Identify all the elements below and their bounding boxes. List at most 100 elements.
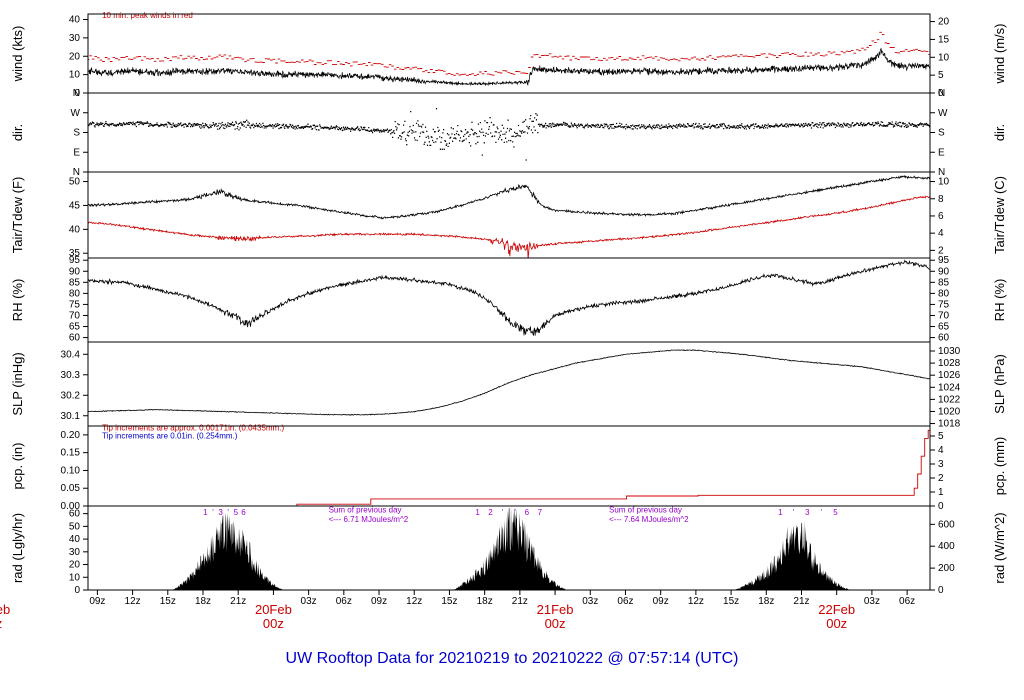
y-tick-label: 1022 [938, 394, 961, 405]
y-tick-label: 80 [69, 288, 81, 299]
annotation: Tip increments are 0.01in. (0.254mm.) [102, 431, 238, 440]
annotation: Sum of previous day [609, 505, 682, 514]
axis-label-left-slp: SLP (inHg) [10, 352, 25, 415]
date-label: 00z [0, 616, 2, 631]
y-tick-label: 20 [69, 560, 81, 571]
date-label: 00z [826, 616, 847, 631]
annotation: ' [793, 508, 795, 517]
y-tick-label: 200 [938, 563, 955, 574]
y-tick-label: 0 [938, 501, 944, 512]
y-tick-label: 15 [938, 34, 950, 45]
y-tick-label: 75 [938, 299, 950, 310]
axis-label-left-rad: rad (Lgly/hr) [10, 513, 25, 583]
y-tick-label: 400 [938, 541, 955, 552]
annotation: 3 [218, 508, 223, 517]
axis-label-left-wind: wind (kts) [10, 26, 25, 83]
y-tick-label: E [938, 147, 945, 158]
axis-label-right-pcp: pcp. (mm) [992, 437, 1007, 496]
axis-label-right-rh: RH (%) [992, 279, 1007, 322]
x-tick-label: 18z [758, 596, 774, 607]
x-tick-label: 09z [653, 596, 669, 607]
y-tick-label: 8 [938, 194, 944, 205]
axis-label-left-temp: Tair/Tdew (F) [10, 177, 25, 254]
x-tick-label: 06z [899, 596, 915, 607]
axis-label-left-pcp: pcp. (in) [10, 443, 25, 490]
annotation: 6 [241, 508, 246, 517]
panel-slp: 30.1 30.2 30.3 30.4 1018 10201022102410261028… [10, 341, 1007, 430]
series-wind-direction [88, 108, 930, 161]
y-tick-label: 60 [69, 333, 81, 344]
date-label: 00z [263, 616, 284, 631]
series-sustained-wind [88, 48, 930, 87]
y-tick-label: S [938, 128, 945, 139]
annotation: ' [502, 508, 504, 517]
axis-label-right-rad: rad (W/m^2) [992, 512, 1007, 583]
y-tick-label: 80 [938, 288, 950, 299]
y-tick-label: 95 [938, 255, 950, 266]
x-tick-label: 12z [688, 596, 704, 607]
y-tick-label: W [71, 108, 81, 119]
axis-label-left-rh: RH (%) [10, 279, 25, 322]
y-tick-label: 45 [69, 200, 81, 211]
y-tick-label: 75 [69, 299, 81, 310]
y-tick-label: 70 [938, 310, 950, 321]
y-tick-label: 0.05 [61, 483, 81, 494]
y-tick-label: 1018 [938, 419, 961, 430]
axis-label-right-dir: dir. [992, 124, 1007, 141]
series-tair [88, 174, 930, 220]
y-tick-label: 10 [938, 52, 950, 63]
y-tick-label: 85 [938, 277, 950, 288]
annotation: 5 [234, 508, 239, 517]
x-tick-label: 03z [582, 596, 598, 607]
panel-pcp: 0.00 0.05 0.10 0.15 0.20 0 1 2 3 4 5 pcp. (in) pcp. … [10, 424, 1007, 512]
annotation: 2 [488, 508, 493, 517]
y-tick-label: 10 [69, 70, 81, 81]
annotation: Sum of previous day [329, 505, 402, 514]
y-tick-label: 10 [69, 572, 81, 583]
y-tick-label: N [938, 167, 945, 178]
y-tick-label: 0 [938, 585, 944, 596]
y-tick-label: 35 [69, 248, 81, 259]
x-tick-label: 06z [336, 596, 352, 607]
axis-label-right-temp: Tair/Tdew (C) [992, 176, 1007, 254]
date-label: 21Feb [537, 602, 574, 617]
y-tick-label: 30.3 [61, 370, 81, 381]
y-tick-label: 0.15 [61, 448, 81, 459]
y-tick-label: 30.2 [61, 390, 81, 401]
annotation: 1 [778, 508, 783, 517]
x-tick-label: 12z [406, 596, 422, 607]
x-axis: 09z 12z 15z 18z 21z 03z 06z 09z 12z 15z 18z 21z 03z 0… [0, 590, 915, 631]
date-label: 20Feb [255, 602, 292, 617]
y-tick-label: N [938, 88, 945, 99]
y-tick-label: 30 [69, 33, 81, 44]
y-tick-label: 65 [69, 322, 81, 333]
y-tick-label: E [73, 147, 80, 158]
panel-temp: 35 40 45 50 2 4 6 8 10 Tair/Tdew (F) Tair/Tdew (C) [10, 171, 1007, 259]
y-tick-label: 2 [938, 245, 944, 256]
y-tick-label: 3 [938, 459, 944, 470]
y-tick-label: 6 [938, 211, 944, 222]
x-tick-label: 15z [723, 596, 739, 607]
y-tick-label: W [938, 108, 948, 119]
x-tick-label: 21z [793, 596, 809, 607]
y-tick-label: 95 [69, 255, 81, 266]
y-tick-label: 1030 [938, 346, 961, 357]
axis-label-right-wind: wind (m/s) [992, 24, 1007, 85]
annotation: ' [212, 508, 214, 517]
y-tick-label: 0.20 [61, 430, 81, 441]
y-tick-label: 60 [938, 333, 950, 344]
series-rh [88, 259, 930, 336]
axis-label-left-dir: dir. [10, 124, 25, 141]
x-tick-label: 12z [125, 596, 141, 607]
annotation: ' [821, 508, 823, 517]
y-tick-label: 5 [938, 70, 944, 81]
y-tick-label: S [73, 128, 80, 139]
annotation: ' [514, 508, 516, 517]
y-tick-label: 20 [938, 17, 950, 28]
y-tick-label: 90 [69, 266, 81, 277]
y-tick-label: 85 [69, 277, 81, 288]
annotation: ' [227, 508, 229, 517]
annotation: 10 min. peak winds in red [102, 11, 193, 20]
